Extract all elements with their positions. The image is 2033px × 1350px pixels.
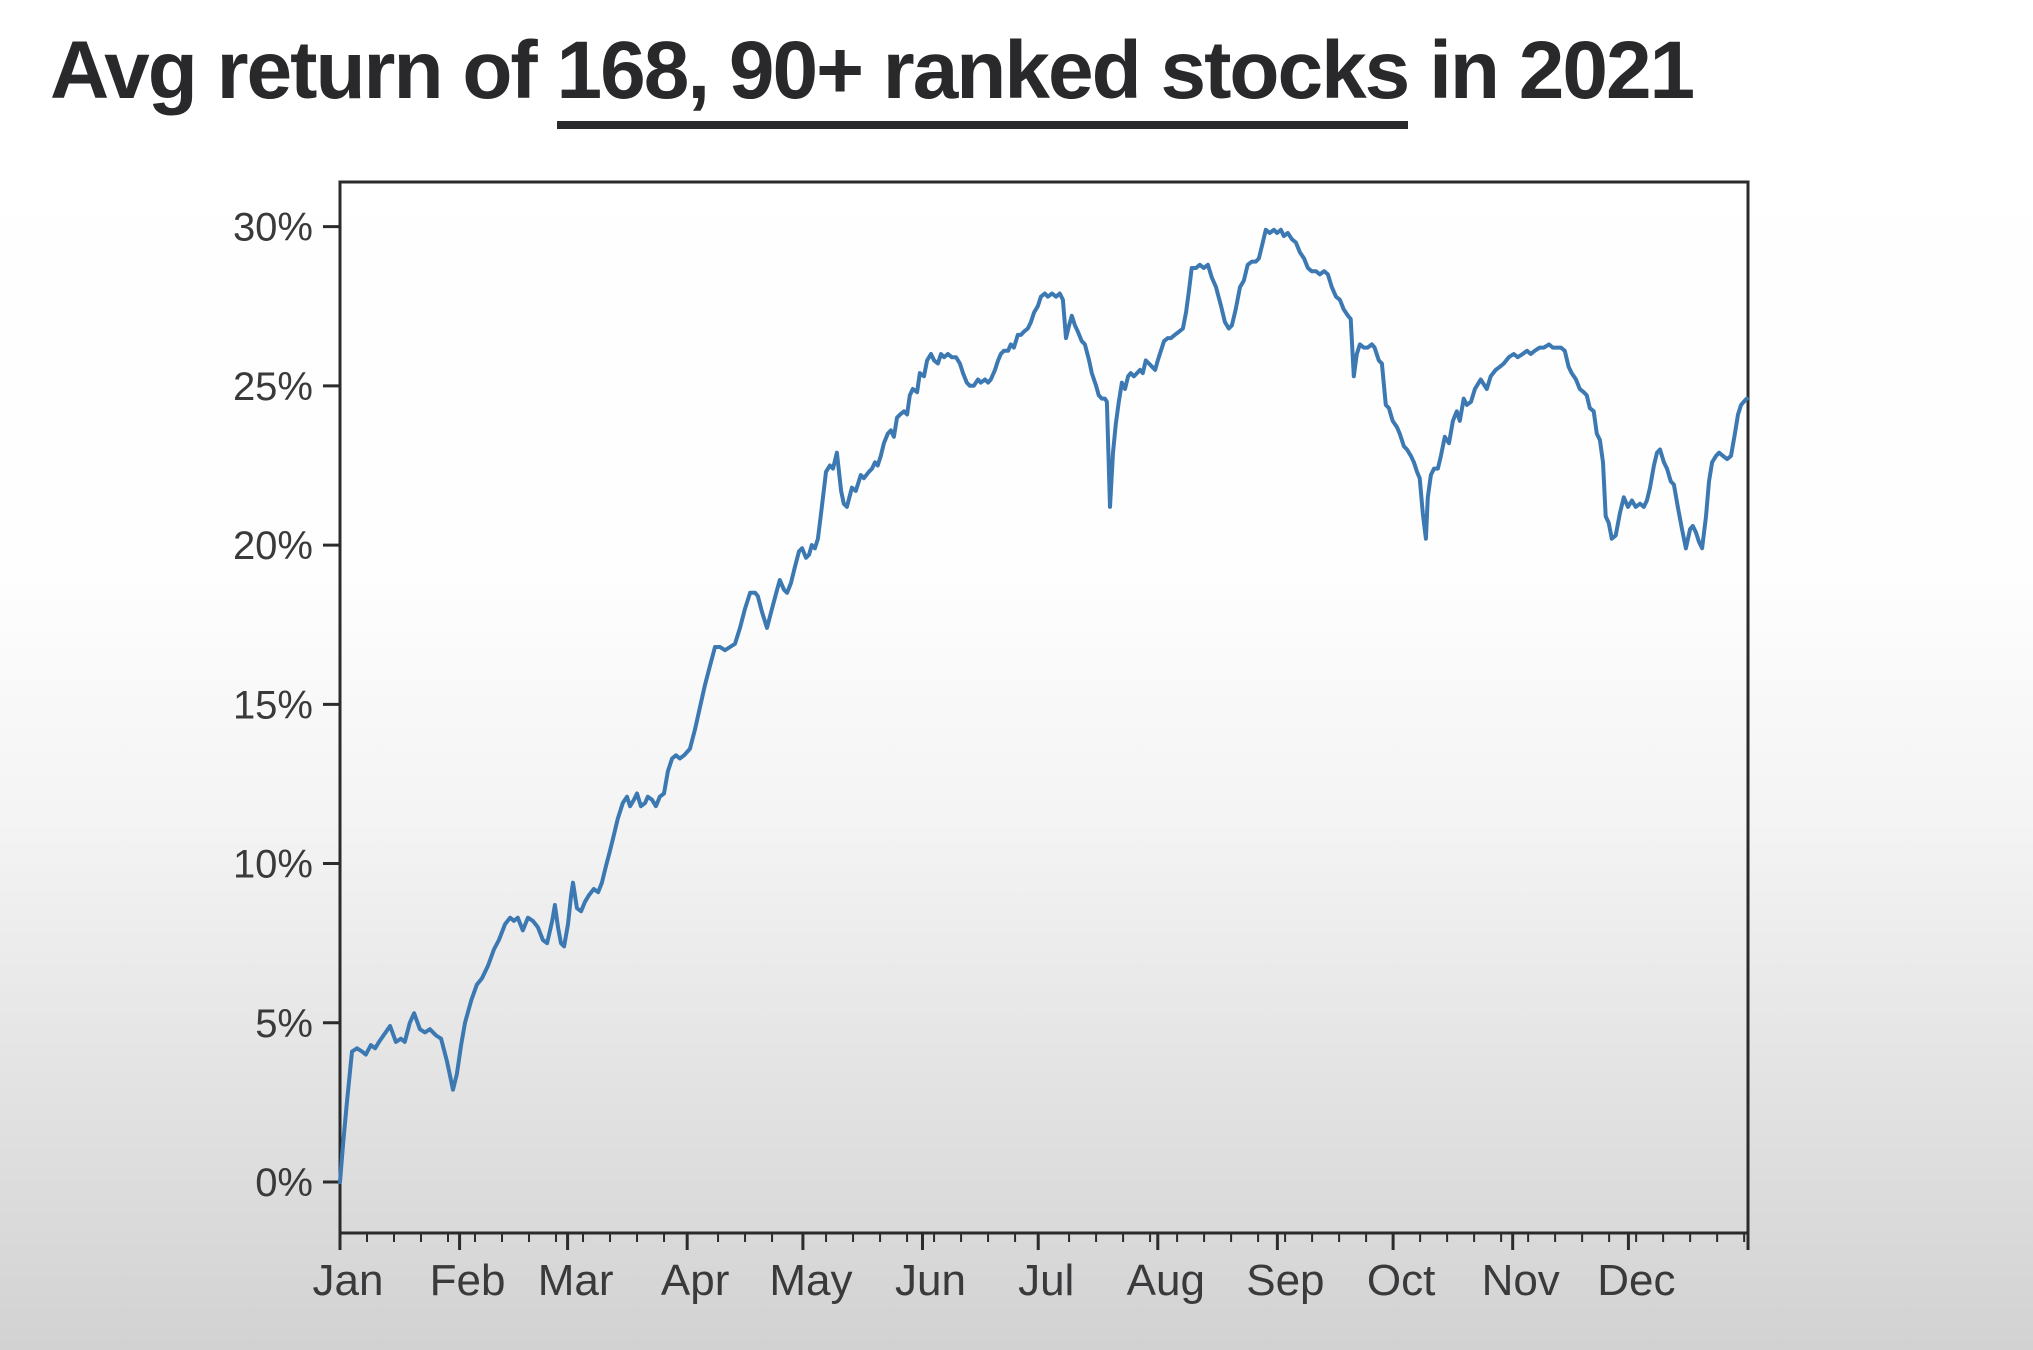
title-prefix: Avg return of: [50, 25, 557, 116]
x-tick-label: Mar: [538, 1256, 614, 1305]
y-axis-labels: 0% 5% 10% 15% 20% 25% 30%: [233, 206, 313, 1205]
y-axis-ticks: [323, 225, 340, 1184]
x-tick-label: Jun: [895, 1256, 966, 1305]
y-tick-label: 10%: [233, 843, 313, 887]
x-tick-label: Nov: [1482, 1256, 1560, 1305]
x-tick-label: Apr: [661, 1256, 729, 1305]
y-tick-label: 0%: [255, 1161, 313, 1205]
y-tick-label: 15%: [233, 683, 313, 727]
x-tick-label: Aug: [1127, 1256, 1205, 1305]
x-tick-label: Jan: [313, 1256, 384, 1305]
y-tick-label: 25%: [233, 365, 313, 409]
x-tick-label: May: [769, 1256, 852, 1305]
x-tick-label: Dec: [1597, 1256, 1675, 1305]
x-tick-label: Feb: [430, 1256, 506, 1305]
y-tick-label: 5%: [255, 1002, 313, 1046]
title-suffix: in 2021: [1408, 25, 1695, 116]
y-tick-label: 20%: [233, 524, 313, 568]
x-tick-label: Sep: [1246, 1256, 1324, 1305]
plot-frame: [338, 180, 1750, 1235]
x-axis-ticks: [338, 1233, 1750, 1250]
y-tick-label: 30%: [233, 206, 313, 250]
x-axis-labels: Jan Feb Mar Apr May Jun Jul Aug Sep Oct Nov Dec: [313, 1256, 1676, 1305]
x-tick-label: Oct: [1367, 1256, 1435, 1305]
x-tick-label: Jul: [1018, 1256, 1074, 1305]
page-title: Avg return of 168, 90+ ranked stocks in …: [50, 24, 2010, 129]
return-line: [338, 227, 1749, 1184]
title-underlined-phrase: 168, 90+ ranked stocks: [556, 25, 1410, 129]
